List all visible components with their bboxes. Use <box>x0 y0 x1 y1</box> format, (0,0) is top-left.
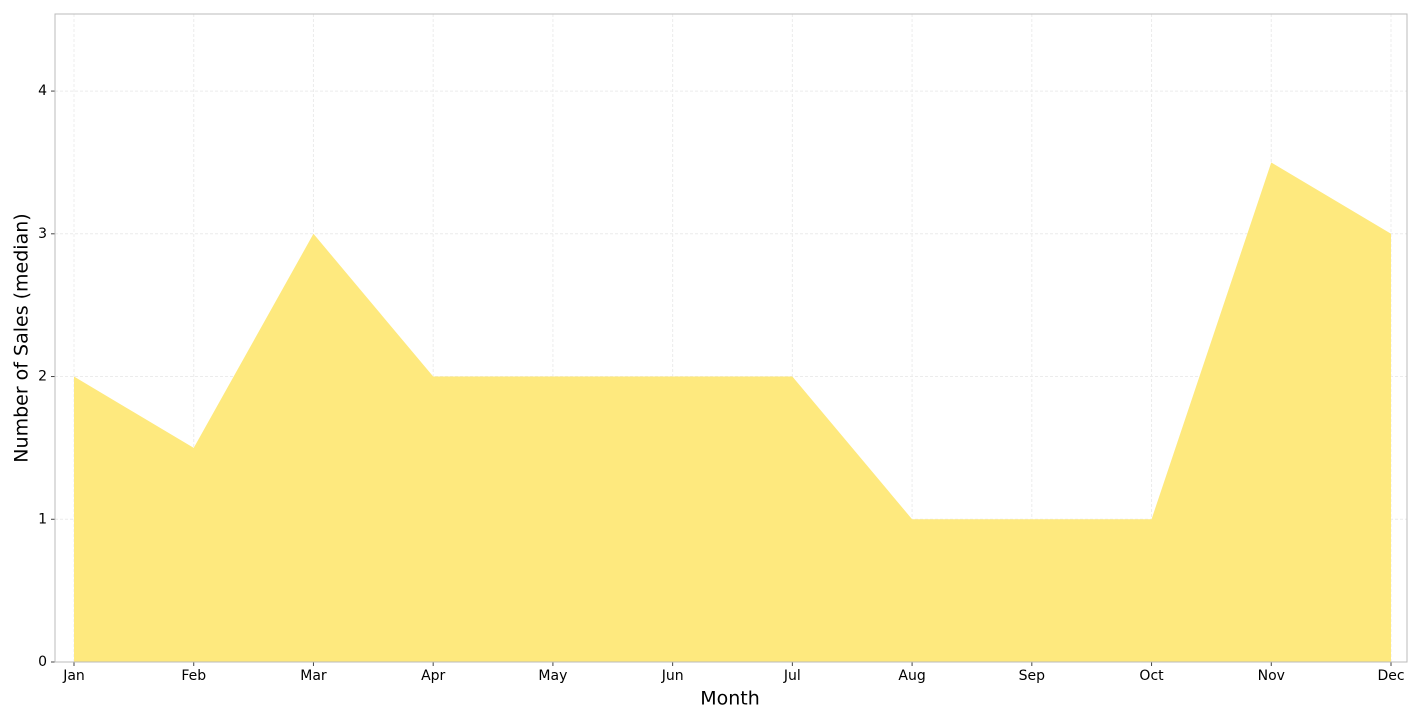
x-tick-label: May <box>538 668 567 684</box>
x-tick-label: Jun <box>661 668 684 684</box>
x-tick-label: Jan <box>62 668 85 684</box>
x-tick-label: Nov <box>1258 668 1285 684</box>
x-tick-label: Mar <box>300 668 327 684</box>
y-tick-label: 2 <box>38 369 47 385</box>
plot-frame <box>54 13 1408 663</box>
y-tick-label: 0 <box>38 654 47 670</box>
area <box>74 162 1391 662</box>
y-tick-label: 4 <box>38 83 47 99</box>
x-tick-label: Sep <box>1019 668 1046 684</box>
y-axis-label: Number of Sales (median) <box>11 213 33 462</box>
x-tick-label: Aug <box>898 668 925 684</box>
x-tick-label: Apr <box>421 668 445 684</box>
y-tick-label: 3 <box>38 226 47 242</box>
x-axis-label: Month <box>700 688 760 707</box>
x-tick-label: Jul <box>783 668 801 684</box>
x-tick-label: Oct <box>1139 668 1164 684</box>
y-tick-label: 1 <box>38 511 47 527</box>
x-tick-label: Feb <box>181 668 206 684</box>
x-tick-label: Dec <box>1377 668 1404 684</box>
